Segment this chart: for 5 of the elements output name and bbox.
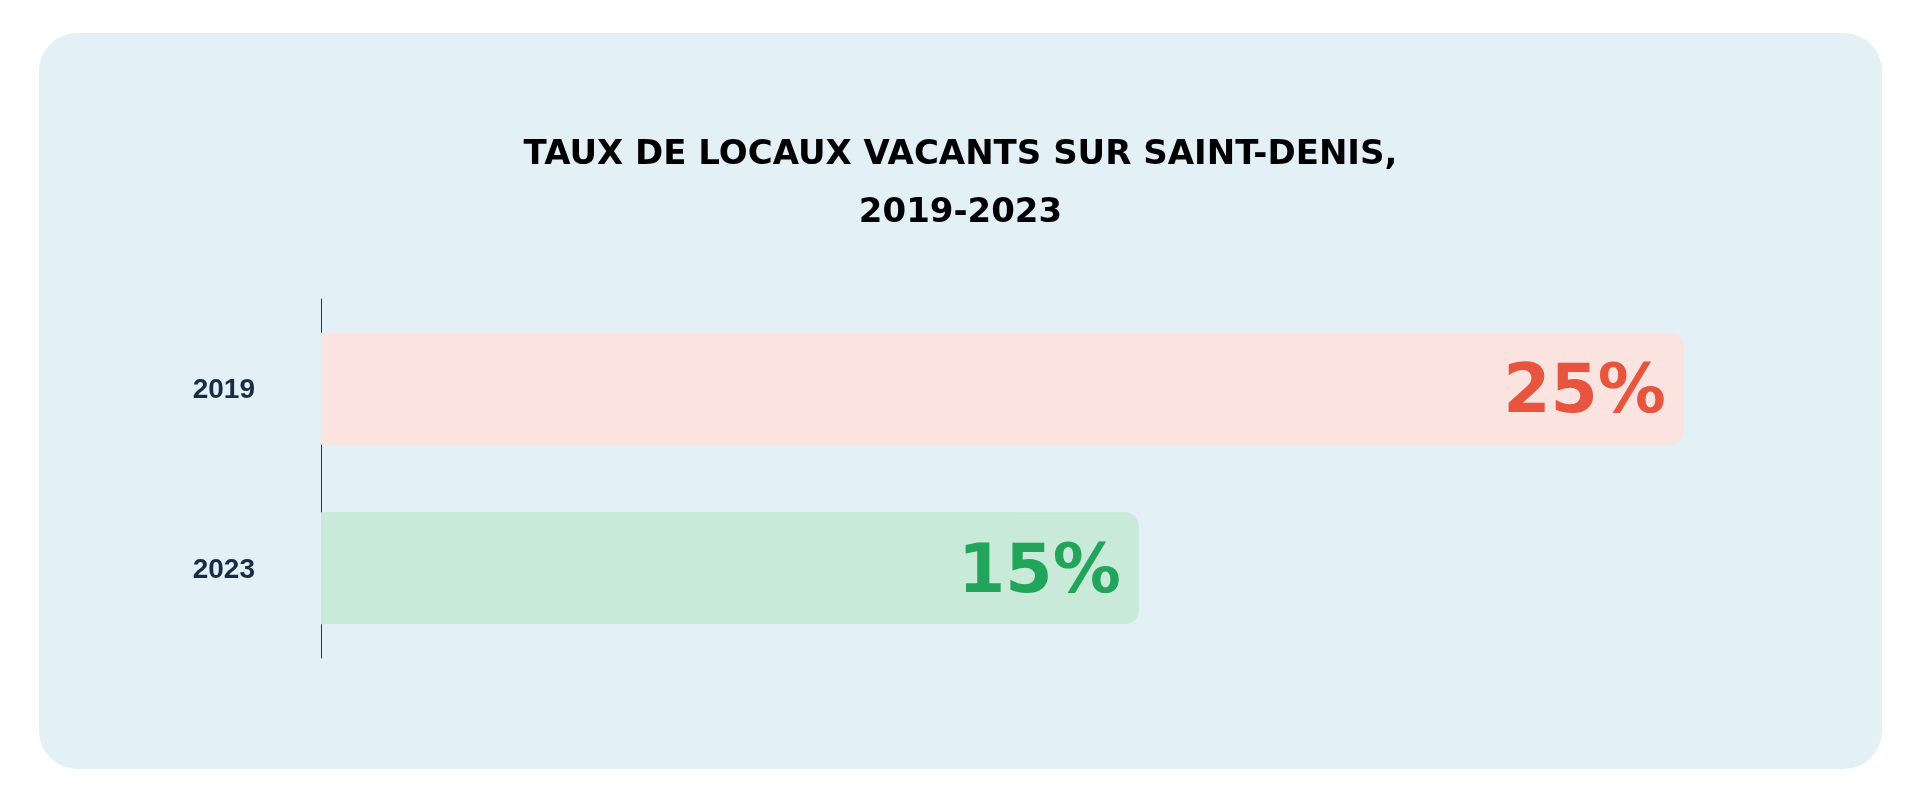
data-label: 15% — [958, 528, 1121, 608]
y-tick-label: 2019 — [192, 373, 255, 405]
data-label: 25% — [1503, 349, 1666, 429]
chart-title: TAUX DE LOCAUX VACANTS SUR SAINT-DENIS, 2019-2023 — [523, 132, 1398, 230]
y-tick-label: 2023 — [192, 552, 255, 584]
